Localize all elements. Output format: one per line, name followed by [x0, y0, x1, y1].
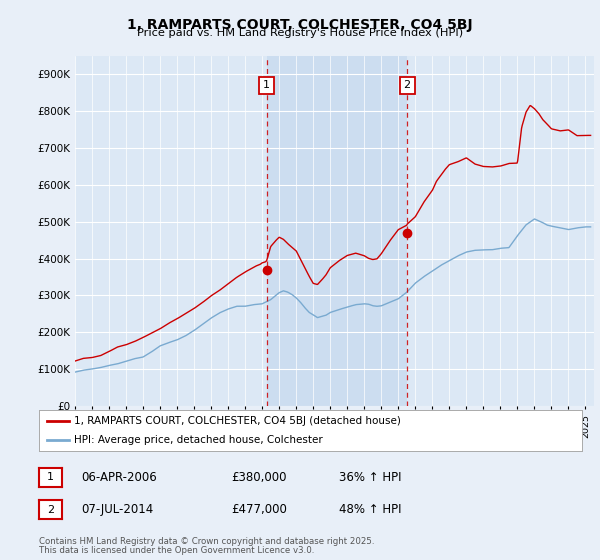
Text: Contains HM Land Registry data © Crown copyright and database right 2025.: Contains HM Land Registry data © Crown c…: [39, 538, 374, 547]
Text: £380,000: £380,000: [231, 470, 287, 484]
Text: 2: 2: [404, 81, 411, 91]
Bar: [267, 56, 407, 406]
Text: 07-JUL-2014: 07-JUL-2014: [81, 503, 153, 516]
Text: This data is licensed under the Open Government Licence v3.0.: This data is licensed under the Open Gov…: [39, 547, 314, 556]
Text: 1, RAMPARTS COURT, COLCHESTER, CO4 5BJ (detached house): 1, RAMPARTS COURT, COLCHESTER, CO4 5BJ (…: [74, 417, 401, 426]
Text: 1: 1: [47, 472, 54, 482]
Text: £477,000: £477,000: [231, 503, 287, 516]
Text: 48% ↑ HPI: 48% ↑ HPI: [339, 503, 401, 516]
Text: 2: 2: [47, 505, 54, 515]
Text: 06-APR-2006: 06-APR-2006: [81, 470, 157, 484]
Text: HPI: Average price, detached house, Colchester: HPI: Average price, detached house, Colc…: [74, 435, 323, 445]
Text: 36% ↑ HPI: 36% ↑ HPI: [339, 470, 401, 484]
Text: 1: 1: [263, 81, 270, 91]
Text: Price paid vs. HM Land Registry's House Price Index (HPI): Price paid vs. HM Land Registry's House …: [137, 28, 463, 38]
Text: 1, RAMPARTS COURT, COLCHESTER, CO4 5BJ: 1, RAMPARTS COURT, COLCHESTER, CO4 5BJ: [127, 18, 473, 32]
